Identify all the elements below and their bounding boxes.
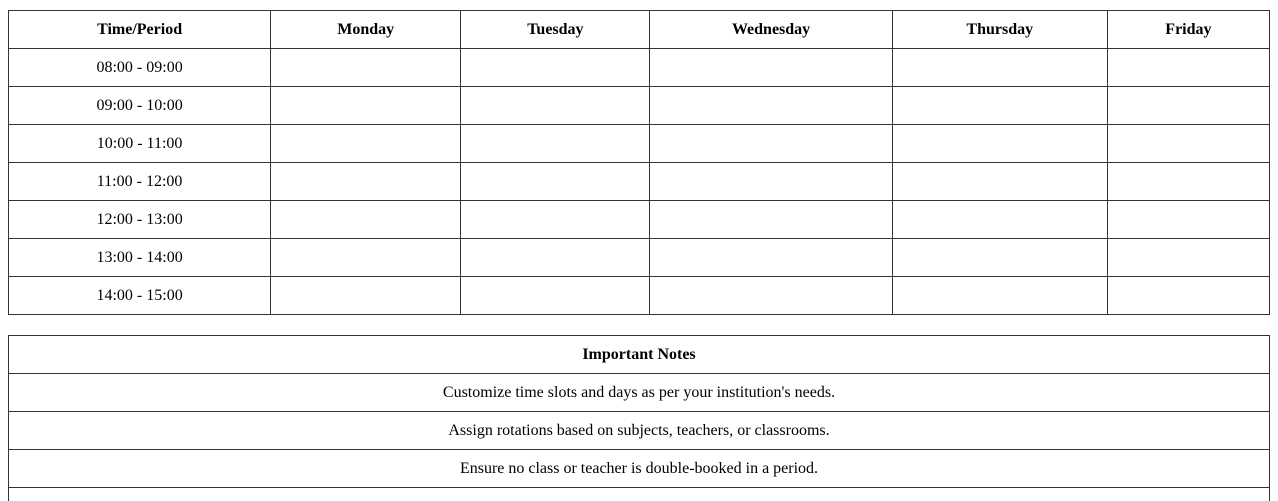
table-row: 13:00 - 14:00 [7,238,1271,277]
schedule-cell [460,86,651,125]
schedule-cell [460,48,651,87]
schedule-cell [1106,124,1271,163]
schedule-cell [1106,200,1271,239]
schedule-cell [891,48,1108,87]
schedule-cell [891,86,1108,125]
schedule-cell [270,86,462,125]
table-row: 11:00 - 12:00 [7,162,1271,201]
schedule-cell [891,276,1108,315]
schedule-cell [1106,162,1271,201]
schedule-cell [649,238,893,277]
schedule-cell [891,162,1108,201]
time-slot: 12:00 - 13:00 [7,200,272,239]
column-header-monday: Monday [270,10,462,49]
timetable: Time/Period Monday Tuesday Wednesday Thu… [7,10,1271,315]
schedule-cell [649,48,893,87]
schedule-cell [460,276,651,315]
schedule-cell [649,276,893,315]
schedule-cell [460,200,651,239]
notes-header-row: Important Notes [8,335,1270,374]
schedule-cell [649,200,893,239]
table-row: 12:00 - 13:00 [7,200,1271,239]
note-text: Ensure no class or teacher is double-boo… [8,449,1270,488]
schedule-cell [460,238,651,277]
schedule-cell [460,162,651,201]
schedule-cell [270,48,462,87]
note-row [8,487,1270,501]
note-row: Ensure no class or teacher is double-boo… [8,449,1270,488]
schedule-cell [1106,276,1271,315]
schedule-cell [270,162,462,201]
schedule-cell [891,200,1108,239]
time-slot: 11:00 - 12:00 [7,162,272,201]
time-slot: 14:00 - 15:00 [7,276,272,315]
column-header-thursday: Thursday [891,10,1108,49]
column-header-wednesday: Wednesday [649,10,893,49]
column-header-time-period: Time/Period [7,10,272,49]
note-row: Customize time slots and days as per you… [8,373,1270,412]
schedule-cell [460,124,651,163]
note-row: Assign rotations based on subjects, teac… [8,411,1270,450]
note-text: Customize time slots and days as per you… [8,373,1270,412]
table-row: 08:00 - 09:00 [7,48,1271,87]
timetable-header-row: Time/Period Monday Tuesday Wednesday Thu… [7,10,1271,49]
time-slot: 08:00 - 09:00 [7,48,272,87]
note-text: Assign rotations based on subjects, teac… [8,411,1270,450]
schedule-cell [649,162,893,201]
table-row: 09:00 - 10:00 [7,86,1271,125]
schedule-cell [1106,238,1271,277]
schedule-cell [649,124,893,163]
time-slot: 13:00 - 14:00 [7,238,272,277]
notes-table: Important Notes Customize time slots and… [8,335,1270,501]
schedule-cell [270,238,462,277]
column-header-tuesday: Tuesday [460,10,651,49]
note-text [8,487,1270,501]
schedule-cell [270,124,462,163]
schedule-cell [1106,48,1271,87]
schedule-cell [270,200,462,239]
column-header-friday: Friday [1106,10,1271,49]
schedule-cell [649,86,893,125]
schedule-cell [1106,86,1271,125]
time-slot: 10:00 - 11:00 [7,124,272,163]
notes-title: Important Notes [8,335,1270,374]
schedule-cell [891,124,1108,163]
table-row: 10:00 - 11:00 [7,124,1271,163]
table-row: 14:00 - 15:00 [7,276,1271,315]
schedule-cell [891,238,1108,277]
schedule-cell [270,276,462,315]
time-slot: 09:00 - 10:00 [7,86,272,125]
